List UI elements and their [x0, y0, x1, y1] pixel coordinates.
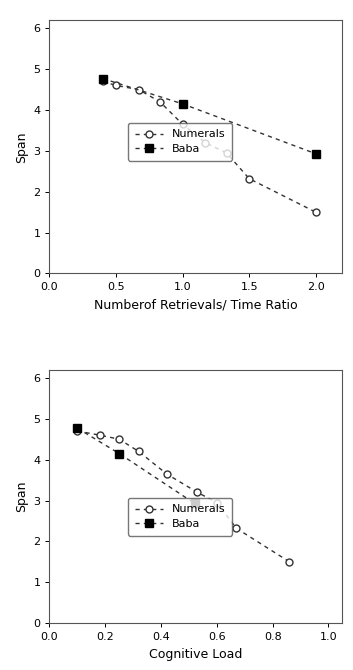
Numerals — [180, 121, 185, 129]
Baba — [117, 450, 121, 458]
Baba — [75, 424, 79, 432]
Line: Baba: Baba — [73, 424, 199, 508]
Baba — [314, 149, 318, 157]
Y-axis label: Span: Span — [15, 480, 28, 512]
X-axis label: Cognitive Load: Cognitive Load — [149, 648, 243, 661]
Legend: Numerals, Baba: Numerals, Baba — [128, 498, 232, 535]
Baba — [192, 499, 197, 507]
Numerals — [164, 470, 169, 478]
Numerals — [97, 431, 102, 439]
Line: Numerals: Numerals — [74, 427, 293, 565]
Numerals — [75, 427, 79, 435]
Numerals — [203, 139, 207, 147]
Numerals — [225, 149, 229, 157]
Numerals — [114, 82, 118, 90]
Numerals — [117, 436, 121, 444]
Line: Baba: Baba — [98, 74, 320, 158]
Numerals — [137, 86, 141, 94]
X-axis label: Numberof Retrievals/ Time Ratio: Numberof Retrievals/ Time Ratio — [94, 298, 298, 311]
Line: Numerals: Numerals — [99, 78, 319, 216]
Y-axis label: Span: Span — [15, 131, 28, 163]
Numerals — [247, 175, 251, 183]
Numerals — [287, 558, 292, 566]
Numerals — [234, 524, 239, 532]
Numerals — [137, 448, 141, 456]
Numerals — [314, 208, 318, 216]
Baba — [180, 100, 185, 108]
Numerals — [215, 498, 219, 507]
Legend: Numerals, Baba: Numerals, Baba — [128, 123, 232, 161]
Numerals — [101, 77, 105, 85]
Baba — [101, 74, 105, 82]
Numerals — [195, 488, 199, 496]
Numerals — [158, 98, 162, 106]
